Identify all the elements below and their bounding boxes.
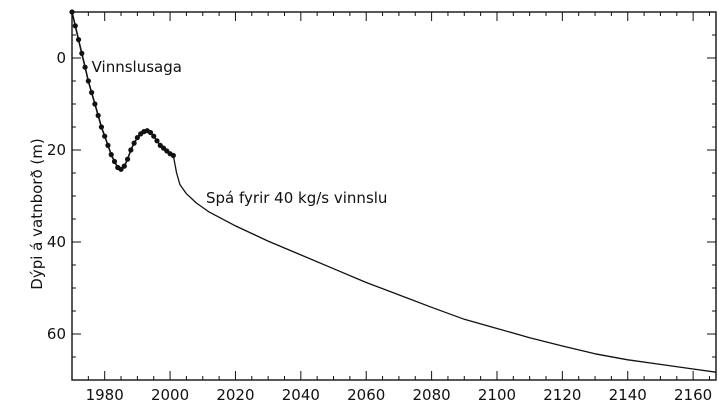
x-tick-label: 2120: [543, 386, 581, 404]
data-point: [124, 156, 131, 162]
data-point: [92, 101, 98, 107]
data-point: [75, 37, 82, 43]
y-tick-label: 0: [56, 49, 66, 67]
data-point: [131, 140, 137, 146]
data-point: [118, 166, 124, 172]
y-axis-label: Dýpi á vatnborð (m): [28, 138, 46, 289]
data-point: [128, 147, 134, 153]
x-tick-label: 2140: [609, 386, 647, 404]
x-tick-label: 2000: [151, 386, 189, 404]
data-point: [89, 89, 95, 96]
x-tick-label: 2160: [674, 386, 712, 404]
data-point: [111, 158, 118, 165]
series-layer: [69, 9, 717, 373]
data-point: [108, 152, 114, 158]
data-point: [121, 163, 127, 169]
annotation-label: Spá fyrir 40 kg/s vinnslu: [206, 189, 387, 207]
data-point: [85, 78, 91, 84]
x-tick-label: 2100: [478, 386, 516, 404]
x-tick-label: 2080: [413, 386, 451, 404]
x-tick-label: 2040: [282, 386, 320, 404]
annotations: Vinnslusaga Spá fyrir 40 kg/s vinnslu: [92, 58, 388, 207]
data-point: [95, 112, 101, 119]
x-tick-label: 1980: [86, 386, 124, 404]
x-tick-label: 2060: [347, 386, 385, 404]
data-point: [79, 50, 85, 57]
data-point: [69, 9, 75, 15]
series-line-2: [172, 155, 717, 373]
y-tick-label: 40: [47, 233, 66, 251]
data-point: [105, 142, 111, 148]
annotation-label: Vinnslusaga: [92, 58, 182, 76]
y-tick-label: 60: [47, 325, 66, 343]
y-tick-label: 20: [47, 141, 66, 159]
x-tick-label: 2020: [216, 386, 254, 404]
axis-ticks: 1980 2000 2020 2040 2060 2080 2100 2120 2140 2160…: [47, 12, 716, 404]
data-point: [98, 124, 105, 130]
data-point: [147, 129, 154, 136]
data-point: [82, 64, 88, 70]
data-point: [72, 23, 78, 29]
data-point: [102, 133, 108, 139]
data-point: [154, 138, 160, 144]
data-point: [151, 133, 157, 139]
data-point: [134, 134, 140, 141]
